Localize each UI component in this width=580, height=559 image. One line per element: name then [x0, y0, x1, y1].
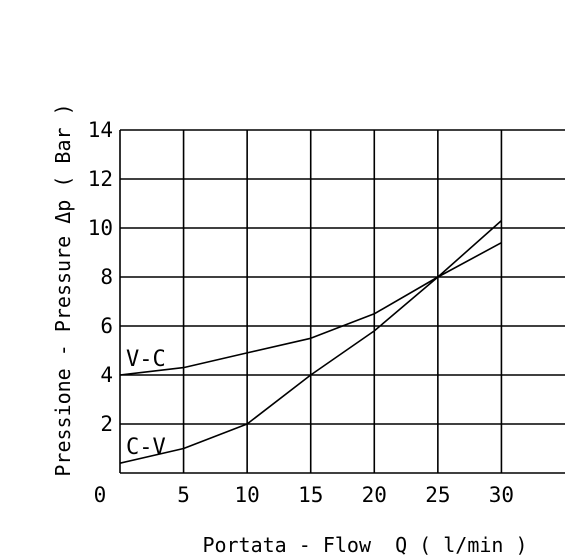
chart-curves	[119, 220, 502, 464]
x-tick-label: 20	[362, 483, 387, 507]
y-tick-label: 8	[100, 265, 113, 289]
x-tick-label: 5	[177, 483, 190, 507]
y-tick-label: 6	[100, 314, 113, 338]
series-line-c-v	[119, 220, 502, 464]
y-tick-label: 4	[100, 363, 113, 387]
chart-grid	[119, 129, 565, 474]
origin-label: 0	[94, 483, 107, 507]
y-tick-label: 2	[100, 412, 113, 436]
x-tick-label: 25	[425, 483, 450, 507]
y-tick-label: 14	[88, 118, 113, 142]
y-tick-label: 10	[88, 216, 113, 240]
y-tick-label: 12	[88, 167, 113, 191]
y-axis-title: Pressione - Pressure Δp ( Bar )	[51, 103, 75, 476]
x-tick-label: 15	[298, 483, 323, 507]
chart-tick-labels: 5 10 15 20 25 30 2 4 6 8 10 12 14 0	[88, 118, 514, 507]
series-label-v-c: V-C	[126, 347, 166, 372]
chart-series-labels: V-C C-V	[126, 347, 166, 460]
x-tick-label: 30	[489, 483, 514, 507]
series-label-c-v: C-V	[126, 435, 166, 460]
x-axis-title: Portata - Flow Q ( l/min )	[202, 533, 527, 557]
x-tick-label: 10	[234, 483, 259, 507]
